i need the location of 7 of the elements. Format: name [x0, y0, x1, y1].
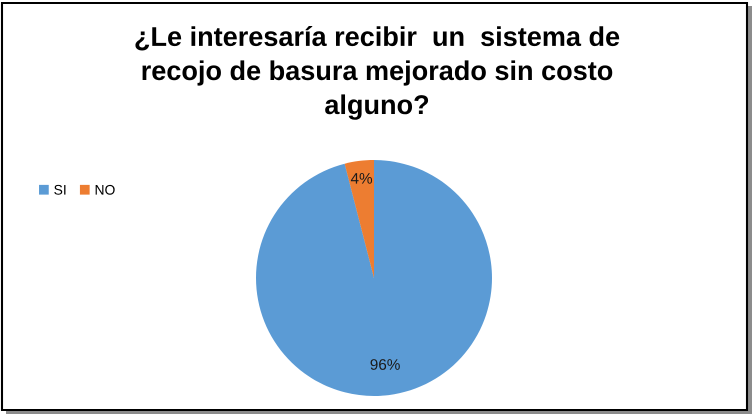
data-label: 96%	[370, 359, 400, 370]
pie-slice	[344, 160, 374, 278]
legend-label: NO	[96, 184, 115, 195]
pie-slice	[256, 160, 492, 396]
data-label: 4%	[350, 173, 372, 184]
legend-label: SI	[54, 184, 66, 195]
chart-title: ¿Le interesaría recibir un sistema de recojo de basura mejorado sin costo alguno?	[135, 26, 620, 120]
